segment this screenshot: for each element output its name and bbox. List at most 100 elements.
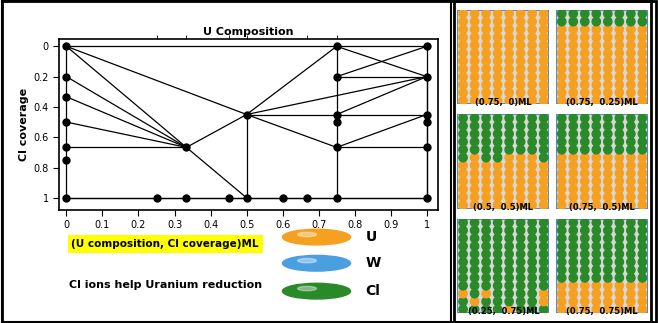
Circle shape — [580, 161, 589, 170]
Circle shape — [569, 114, 578, 122]
Circle shape — [615, 88, 624, 97]
Circle shape — [580, 130, 589, 138]
Circle shape — [494, 281, 502, 290]
Circle shape — [626, 218, 635, 227]
Circle shape — [482, 65, 490, 73]
Circle shape — [603, 258, 612, 266]
Circle shape — [592, 25, 601, 34]
Circle shape — [638, 185, 647, 193]
Circle shape — [615, 185, 624, 193]
Circle shape — [528, 57, 536, 65]
Circle shape — [459, 65, 467, 73]
Circle shape — [626, 226, 635, 235]
Circle shape — [494, 258, 502, 266]
Circle shape — [528, 80, 536, 89]
Circle shape — [470, 17, 479, 26]
Circle shape — [638, 138, 647, 146]
Circle shape — [459, 9, 467, 18]
Circle shape — [638, 201, 647, 209]
Circle shape — [505, 201, 513, 209]
Circle shape — [517, 250, 525, 258]
Circle shape — [459, 226, 467, 235]
Circle shape — [603, 73, 612, 81]
Circle shape — [494, 130, 502, 138]
Circle shape — [615, 80, 624, 89]
Circle shape — [615, 266, 624, 274]
Circle shape — [528, 130, 536, 138]
Circle shape — [540, 242, 548, 250]
Circle shape — [638, 33, 647, 42]
Circle shape — [638, 218, 647, 227]
Circle shape — [603, 266, 612, 274]
Circle shape — [470, 49, 479, 57]
Circle shape — [603, 33, 612, 42]
Circle shape — [505, 193, 513, 201]
Circle shape — [459, 57, 467, 65]
Circle shape — [592, 17, 601, 26]
Circle shape — [517, 25, 525, 34]
Circle shape — [626, 169, 635, 178]
Circle shape — [580, 80, 589, 89]
Circle shape — [528, 226, 536, 235]
Circle shape — [540, 17, 548, 26]
Circle shape — [580, 226, 589, 235]
Circle shape — [580, 281, 589, 290]
Circle shape — [517, 185, 525, 193]
Circle shape — [638, 9, 647, 18]
Circle shape — [580, 193, 589, 201]
Circle shape — [569, 88, 578, 97]
Circle shape — [615, 281, 624, 290]
Circle shape — [615, 96, 624, 105]
Circle shape — [638, 49, 647, 57]
Circle shape — [557, 114, 566, 122]
Circle shape — [569, 177, 578, 185]
Circle shape — [540, 177, 548, 185]
Circle shape — [557, 25, 566, 34]
Circle shape — [638, 17, 647, 26]
Circle shape — [592, 185, 601, 193]
Circle shape — [505, 96, 513, 105]
Circle shape — [470, 177, 479, 185]
Circle shape — [580, 41, 589, 49]
Circle shape — [517, 193, 525, 201]
Circle shape — [540, 234, 548, 243]
Circle shape — [557, 297, 566, 306]
Circle shape — [557, 130, 566, 138]
Circle shape — [638, 250, 647, 258]
Circle shape — [528, 65, 536, 73]
Circle shape — [494, 185, 502, 193]
Circle shape — [603, 177, 612, 185]
Circle shape — [580, 122, 589, 130]
Circle shape — [626, 25, 635, 34]
Circle shape — [603, 305, 612, 314]
Circle shape — [557, 266, 566, 274]
Circle shape — [580, 218, 589, 227]
Circle shape — [505, 153, 513, 162]
Circle shape — [569, 274, 578, 282]
Circle shape — [528, 281, 536, 290]
Circle shape — [557, 73, 566, 81]
Circle shape — [540, 305, 548, 314]
Circle shape — [459, 258, 467, 266]
Circle shape — [459, 274, 467, 282]
Circle shape — [569, 9, 578, 18]
Circle shape — [482, 33, 490, 42]
Circle shape — [282, 255, 351, 271]
Circle shape — [540, 169, 548, 178]
Circle shape — [540, 41, 548, 49]
Circle shape — [482, 242, 490, 250]
Circle shape — [540, 96, 548, 105]
Circle shape — [638, 281, 647, 290]
Circle shape — [580, 17, 589, 26]
Circle shape — [557, 122, 566, 130]
Circle shape — [615, 65, 624, 73]
Circle shape — [603, 169, 612, 178]
Circle shape — [557, 138, 566, 146]
Circle shape — [528, 17, 536, 26]
Circle shape — [494, 122, 502, 130]
Circle shape — [482, 96, 490, 105]
Circle shape — [482, 289, 490, 298]
Circle shape — [528, 266, 536, 274]
Circle shape — [603, 153, 612, 162]
Circle shape — [592, 145, 601, 154]
